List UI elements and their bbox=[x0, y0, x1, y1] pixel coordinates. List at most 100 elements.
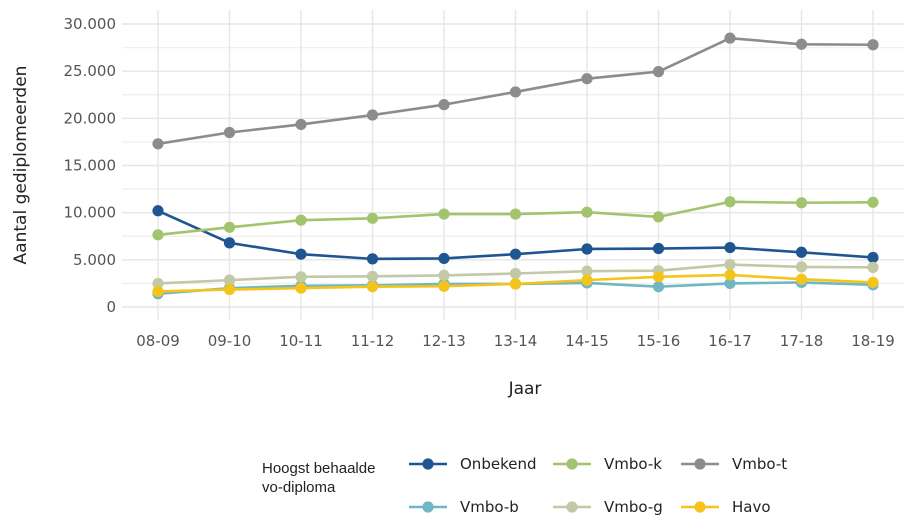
data-point bbox=[795, 246, 808, 258]
x-tick-label: 13-14 bbox=[494, 332, 538, 350]
legend-swatch-point bbox=[566, 501, 578, 513]
data-point bbox=[366, 109, 379, 121]
x-tick-label: 15-16 bbox=[637, 332, 681, 350]
data-point bbox=[581, 206, 593, 218]
data-point bbox=[438, 208, 450, 220]
data-point bbox=[867, 39, 879, 51]
data-point bbox=[795, 261, 808, 273]
x-tick-label: 10-11 bbox=[279, 332, 323, 350]
data-point bbox=[867, 276, 879, 289]
legend-item-onbekend: Onbekend bbox=[409, 455, 536, 473]
x-tick-label: 12-13 bbox=[422, 332, 466, 350]
legend-title-line-1: Hoogst behaalde bbox=[262, 460, 375, 477]
legend-item-vmbo-g: Vmbo-g bbox=[553, 498, 663, 516]
data-point bbox=[152, 229, 164, 241]
data-point bbox=[795, 273, 808, 285]
data-point bbox=[581, 243, 593, 255]
x-tick-label: 11-12 bbox=[351, 332, 395, 350]
legend-label: Vmbo-k bbox=[604, 455, 662, 473]
x-tick-label: 08-09 bbox=[136, 332, 180, 350]
data-point bbox=[652, 211, 665, 223]
data-point bbox=[438, 252, 450, 265]
x-tick-label: 16-17 bbox=[708, 332, 752, 350]
legend-swatch-point bbox=[566, 458, 578, 470]
legend-title-line-2: vo-diploma bbox=[262, 479, 336, 496]
data-point bbox=[366, 270, 379, 282]
x-tick-label: 17-18 bbox=[780, 332, 824, 350]
legend-item-havo: Havo bbox=[681, 498, 771, 516]
x-axis-ticks: 08-09 09-10 10-11 11-12 12-13 13-14 14-15 15-16… bbox=[136, 332, 895, 350]
legend-items: Onbekend Vmbo-k Vmbo-t Vmbo-b Vmbo-g Havo bbox=[409, 455, 787, 516]
data-point bbox=[652, 66, 665, 78]
legend-item-vmbo-b: Vmbo-b bbox=[409, 498, 519, 516]
data-point bbox=[438, 99, 450, 111]
data-point bbox=[581, 274, 593, 286]
data-point bbox=[724, 277, 736, 290]
data-point bbox=[295, 248, 307, 260]
y-tick-label: 15.000 bbox=[64, 157, 117, 175]
y-axis-title: Aantal gediplomeerden bbox=[11, 66, 31, 265]
y-tick-label: 0 bbox=[106, 298, 116, 316]
data-point bbox=[366, 253, 379, 265]
data-point bbox=[438, 280, 450, 292]
data-point bbox=[724, 32, 736, 44]
data-point bbox=[581, 73, 593, 85]
legend-label: Vmbo-g bbox=[604, 498, 663, 516]
y-tick-label: 30.000 bbox=[64, 15, 117, 33]
data-point bbox=[152, 277, 164, 290]
data-point bbox=[152, 285, 164, 298]
data-point bbox=[366, 212, 379, 224]
data-point bbox=[652, 242, 665, 255]
data-point bbox=[509, 208, 522, 220]
data-point bbox=[509, 86, 522, 98]
data-point bbox=[724, 196, 736, 208]
data-point bbox=[223, 237, 236, 249]
legend-item-vmbo-t: Vmbo-t bbox=[681, 455, 787, 473]
legend-label: Vmbo-b bbox=[460, 498, 519, 516]
data-point bbox=[509, 267, 522, 280]
legend-swatch-point bbox=[694, 458, 706, 470]
data-point bbox=[295, 282, 307, 294]
data-point bbox=[867, 196, 879, 208]
legend-label: Vmbo-t bbox=[732, 455, 787, 473]
legend: Hoogst behaalde vo-diploma Onbekend Vmbo-… bbox=[262, 455, 787, 516]
x-tick-label: 09-10 bbox=[208, 332, 252, 350]
series-onbekend bbox=[152, 205, 879, 265]
data-point bbox=[509, 278, 522, 290]
data-point bbox=[867, 261, 879, 273]
y-axis-ticks: 0 5.000 10.000 15.000 20.000 25.000 30.000 bbox=[64, 15, 117, 316]
x-tick-label: 18-19 bbox=[851, 332, 895, 350]
data-point bbox=[652, 271, 665, 283]
y-tick-label: 25.000 bbox=[64, 62, 117, 80]
data-point bbox=[581, 265, 593, 277]
x-axis-title: Jaar bbox=[508, 379, 542, 399]
data-point bbox=[223, 126, 236, 139]
legend-swatch-point bbox=[694, 501, 706, 513]
series-vmbo-t bbox=[152, 32, 879, 150]
data-point bbox=[652, 281, 665, 293]
data-point bbox=[867, 251, 879, 264]
legend-label: Havo bbox=[732, 498, 771, 516]
series-lines bbox=[152, 32, 879, 300]
data-point bbox=[152, 138, 164, 150]
data-point bbox=[223, 274, 236, 286]
series-vmbo-k bbox=[152, 196, 879, 241]
y-tick-label: 5.000 bbox=[73, 251, 116, 269]
data-point bbox=[295, 214, 307, 226]
data-point bbox=[223, 283, 236, 296]
series-vmbo-g bbox=[152, 258, 879, 290]
data-point bbox=[724, 258, 736, 271]
data-point bbox=[152, 205, 164, 217]
data-point bbox=[795, 197, 808, 209]
legend-item-vmbo-k: Vmbo-k bbox=[553, 455, 662, 473]
y-tick-label: 10.000 bbox=[64, 204, 117, 222]
data-point bbox=[295, 271, 307, 283]
data-point bbox=[366, 281, 379, 293]
data-point bbox=[223, 221, 236, 233]
legend-label: Onbekend bbox=[460, 455, 536, 473]
data-point bbox=[438, 269, 450, 281]
data-point bbox=[795, 38, 808, 50]
data-point bbox=[724, 269, 736, 281]
x-tick-label: 14-15 bbox=[565, 332, 609, 350]
